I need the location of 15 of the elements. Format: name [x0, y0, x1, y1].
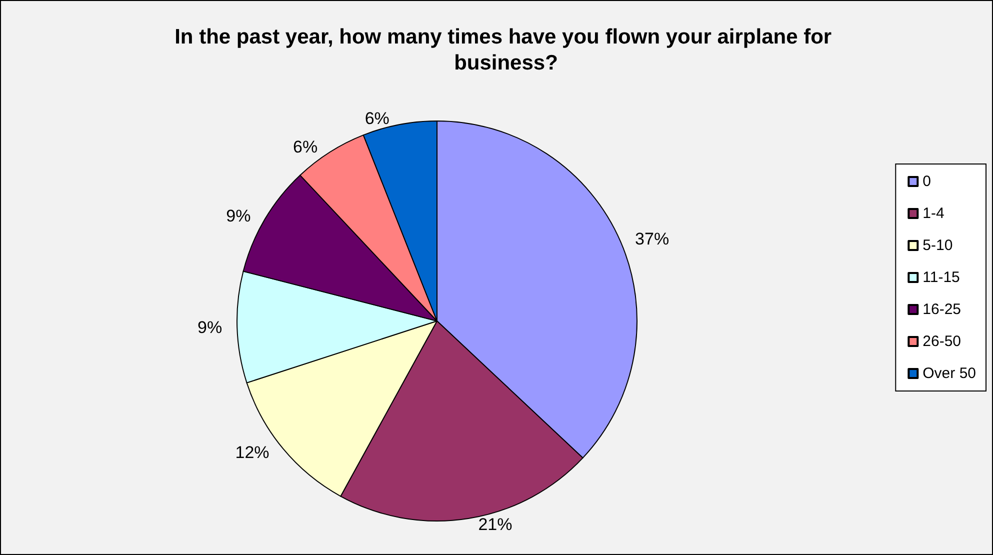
legend-label: 5-10 — [922, 237, 953, 254]
legend-label: 16-25 — [922, 301, 962, 318]
data-label: 6% — [293, 138, 318, 157]
legend-label: 0 — [922, 173, 931, 190]
data-label: 9% — [198, 318, 222, 337]
data-label: 9% — [226, 206, 251, 226]
data-label: 6% — [364, 109, 390, 128]
legend-label: 26-50 — [922, 333, 962, 350]
data-label: 21% — [478, 514, 512, 534]
chart-title: In the past year, how many times have you flown your airplane for business? — [174, 26, 838, 74]
data-label: 37% — [635, 230, 670, 249]
legend-label: 11-15 — [922, 269, 960, 286]
legend-label: 1-4 — [922, 205, 944, 222]
legend-label: Over 50 — [922, 365, 976, 382]
data-label: 12% — [235, 442, 270, 462]
